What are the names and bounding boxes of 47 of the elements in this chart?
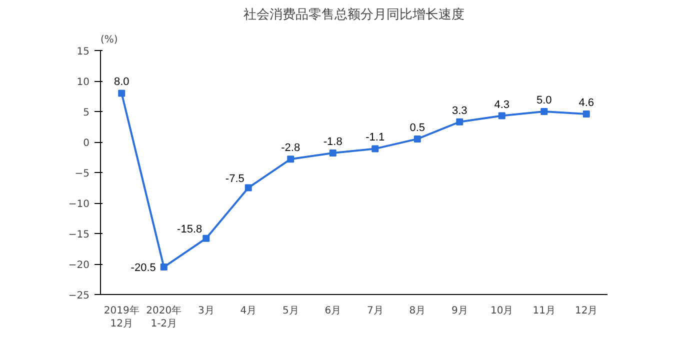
point: [287, 156, 294, 163]
data-label: 8.0: [114, 76, 130, 88]
data-label: -2.8: [281, 142, 300, 154]
x-tick-label: 6月: [324, 306, 342, 316]
data-label: 3.3: [452, 104, 468, 117]
point: [582, 110, 590, 118]
y-tick-label: −10: [68, 199, 90, 210]
point: [202, 234, 210, 242]
y-tick-label: 0: [83, 138, 90, 149]
x-tick-label: 11月: [532, 306, 556, 316]
data-label: 4.6: [578, 96, 594, 109]
data-label: -1.1: [366, 132, 385, 144]
point: [160, 264, 168, 271]
y-tick-label: 5: [83, 108, 90, 118]
x-tick-label: 2019年 12月: [104, 304, 140, 330]
data-label: -15.8: [177, 223, 202, 236]
chart-title: 社会消费品零售总额分月同比增长速度: [244, 6, 464, 22]
x-tick-label: 12月: [575, 306, 598, 316]
y-axis-title: (%): [100, 34, 118, 46]
x-tick-label: 4月: [240, 306, 257, 316]
data-label: -20.5: [130, 262, 156, 274]
data-label: -7.5: [225, 172, 244, 185]
point: [414, 135, 421, 142]
x-tick-label: 7月: [366, 306, 384, 316]
point: [118, 90, 126, 97]
point: [456, 118, 464, 126]
y-tick-label: −25: [68, 290, 90, 302]
point: [372, 145, 379, 152]
x-tick-label: 8月: [409, 306, 426, 316]
y-tick-label: 15: [76, 46, 90, 58]
y-tick-label: −5: [74, 168, 90, 180]
y-tick-label: −15: [68, 230, 90, 240]
data-label: -1.8: [323, 136, 342, 148]
point: [329, 149, 336, 156]
x-tick-label: 9月: [451, 306, 468, 316]
x-tick-label: 3月: [198, 306, 214, 316]
data-label: 4.3: [494, 98, 510, 111]
y-tick-label: 10: [76, 77, 90, 88]
data-label: 5.0: [536, 94, 552, 106]
x-tick-label: 5月: [282, 306, 299, 316]
point: [244, 184, 252, 192]
x-tick-label: 2020年 1-2月: [146, 304, 182, 330]
x-tick-label: 10月: [490, 306, 514, 316]
data-label: 0.5: [410, 122, 426, 134]
point: [540, 108, 548, 115]
point: [498, 112, 506, 120]
y-tick-label: −20: [68, 260, 90, 271]
